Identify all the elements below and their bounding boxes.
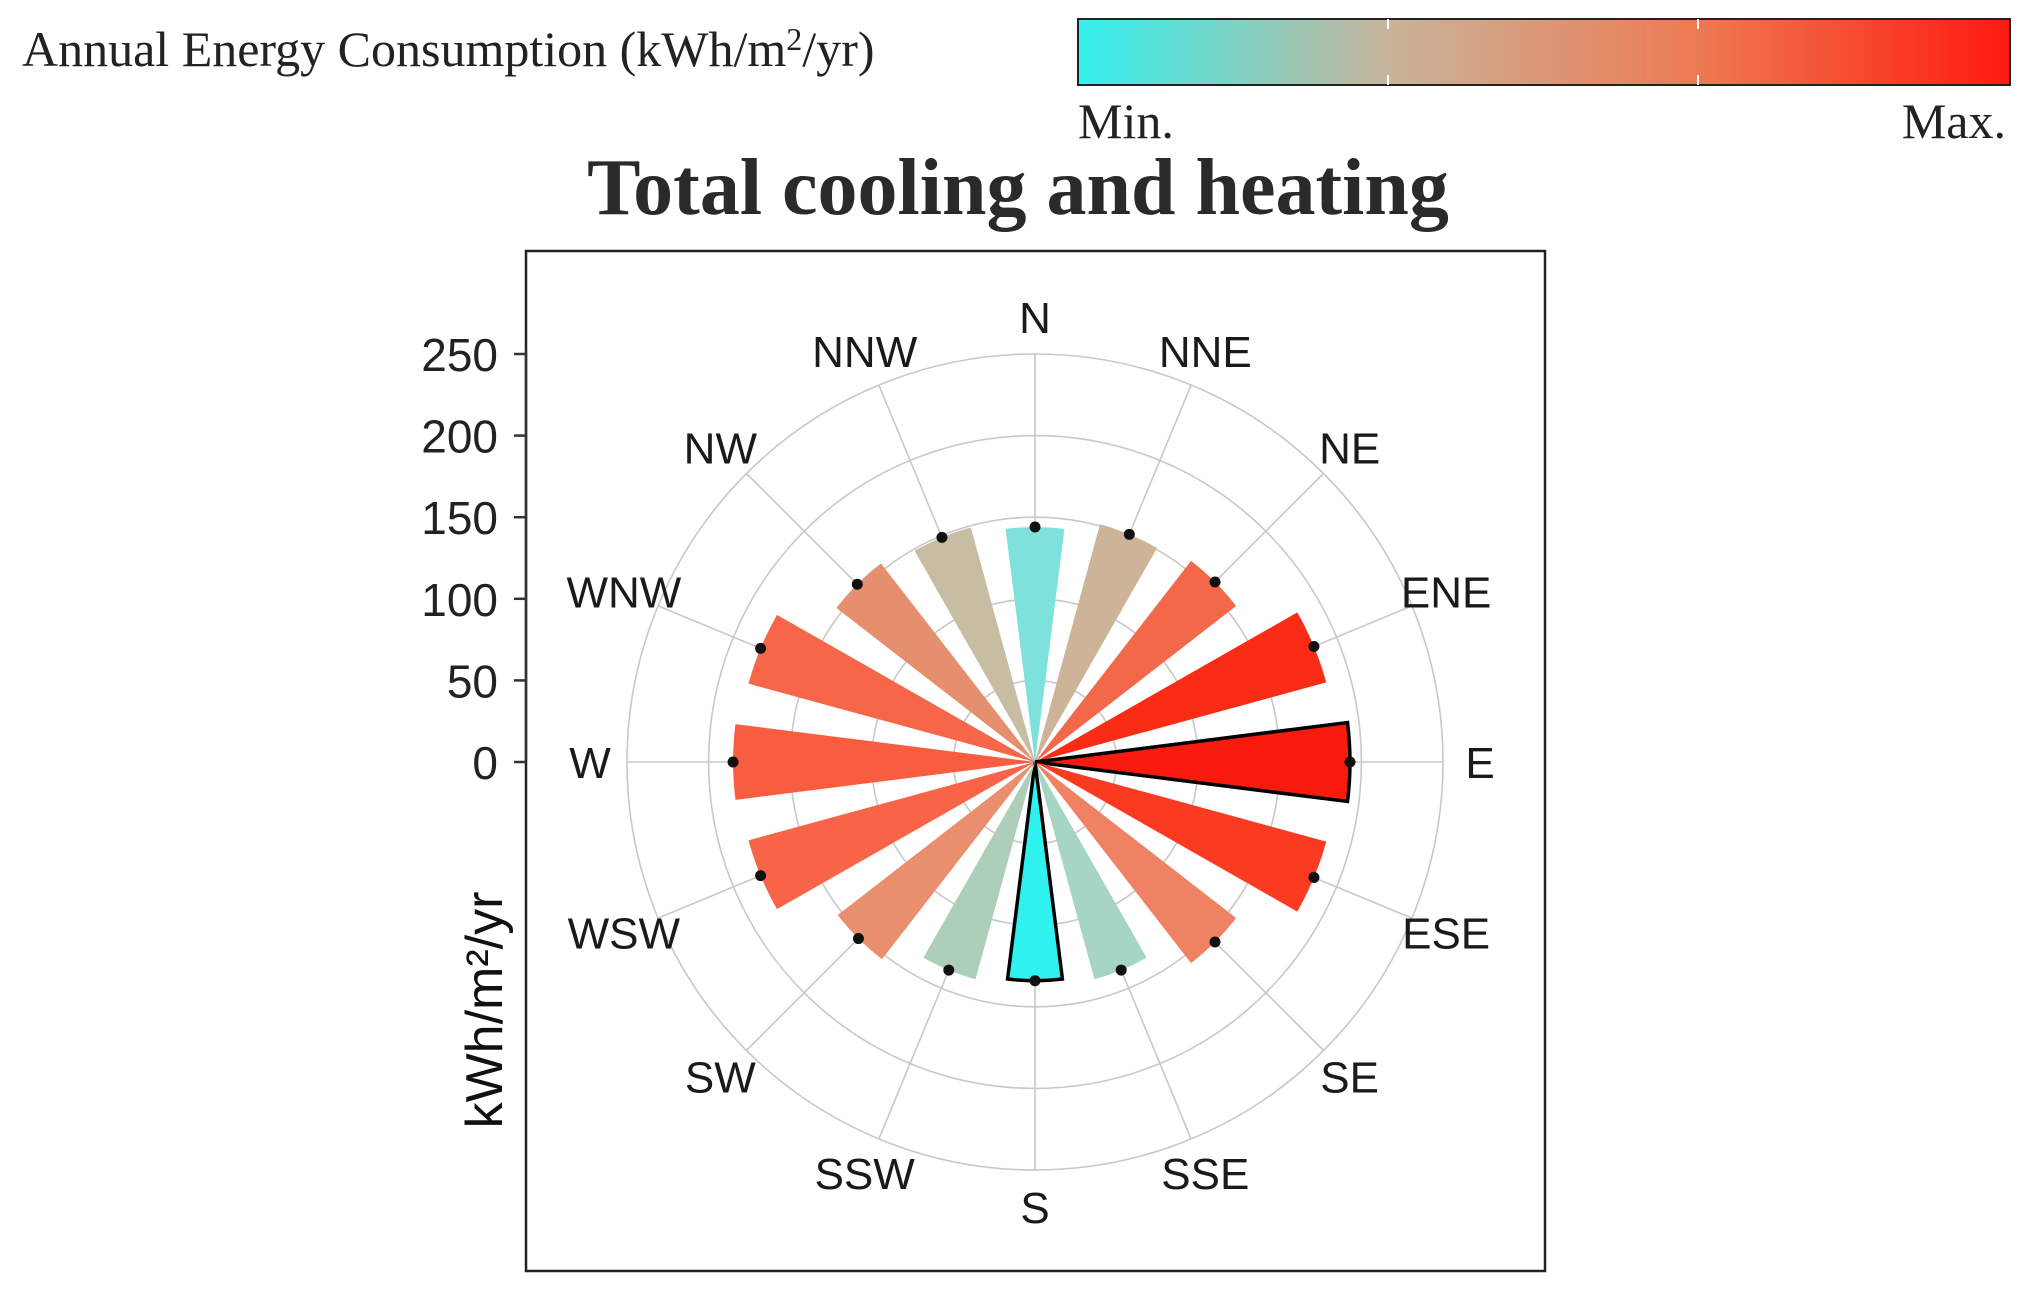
bar-se: [1035, 762, 1237, 964]
bar-wnw: [748, 614, 1035, 762]
direction-label-wsw: WSW: [568, 909, 681, 958]
direction-label-s: S: [1020, 1184, 1049, 1233]
colorbar-max-label: Max.: [1902, 93, 2006, 149]
colorbar-legend: Annual Energy Consumption (kWh/m2/yr) Mi…: [22, 18, 2011, 149]
direction-label-nnw: NNW: [812, 328, 918, 377]
direction-label-wnw: WNW: [566, 569, 681, 618]
y-tick-label: 250: [421, 329, 498, 381]
direction-label-se: SE: [1320, 1054, 1379, 1103]
point-wnw: [755, 642, 767, 654]
direction-label-nne: NNE: [1159, 328, 1252, 377]
direction-label-nw: NW: [684, 424, 758, 473]
direction-label-n: N: [1019, 294, 1051, 343]
bar-ne: [1035, 560, 1237, 762]
data-points: [727, 521, 1356, 987]
direction-label-sse: SSE: [1161, 1150, 1249, 1199]
point-sw: [852, 933, 864, 945]
direction-label-w: W: [569, 739, 611, 788]
point-nne: [1123, 528, 1135, 540]
chart-title: Total cooling and heating: [587, 144, 1449, 232]
direction-label-sw: SW: [685, 1054, 756, 1103]
point-e: [1344, 756, 1356, 768]
bar-nw: [836, 563, 1035, 762]
bar-ese: [1035, 762, 1327, 912]
point-w: [727, 756, 739, 768]
direction-label-ese: ESE: [1402, 909, 1490, 958]
point-ne: [1209, 576, 1221, 588]
y-tick-label: 100: [421, 574, 498, 626]
bar-n: [1005, 526, 1065, 762]
point-ene: [1308, 640, 1320, 652]
point-nnw: [936, 531, 948, 543]
bar-sw: [837, 762, 1035, 960]
direction-label-ssw: SSW: [815, 1150, 916, 1199]
bar-wsw: [748, 762, 1035, 910]
point-ssw: [943, 964, 955, 976]
bar-ene: [1035, 612, 1327, 762]
direction-label-e: E: [1465, 739, 1494, 788]
point-nw: [851, 578, 863, 590]
bar-nnw: [914, 527, 1035, 762]
point-sse: [1115, 964, 1127, 976]
y-axis: 0 50 100 150 200 250: [421, 329, 528, 789]
y-tick-label: 200: [421, 411, 498, 463]
point-wsw: [755, 870, 767, 882]
bar-nne: [1035, 524, 1158, 762]
y-axis-label: kWh/m²/yr: [456, 892, 514, 1129]
point-se: [1209, 936, 1221, 948]
bar-sse: [1035, 762, 1147, 980]
colorbar-title: Annual Energy Consumption (kWh/m2/yr): [22, 21, 875, 77]
y-tick-label: 150: [421, 492, 498, 544]
direction-label-ne: NE: [1319, 424, 1380, 473]
direction-labels: N NNE NE ENE E ESE SE SSE S SSW SW WSW W WNW NW NNW: [566, 294, 1494, 1233]
colorbar-gradient: [1077, 18, 2011, 86]
colorbar-min-label: Min.: [1078, 93, 1174, 149]
bar-w: [733, 724, 1035, 800]
direction-label-ene: ENE: [1401, 569, 1491, 618]
y-tick-label: 50: [447, 655, 498, 707]
point-ese: [1308, 872, 1320, 884]
y-tick-label: 0: [472, 737, 498, 789]
bars: [733, 524, 1352, 983]
point-s: [1029, 975, 1041, 987]
point-n: [1029, 521, 1041, 533]
bar-ssw: [923, 762, 1035, 980]
